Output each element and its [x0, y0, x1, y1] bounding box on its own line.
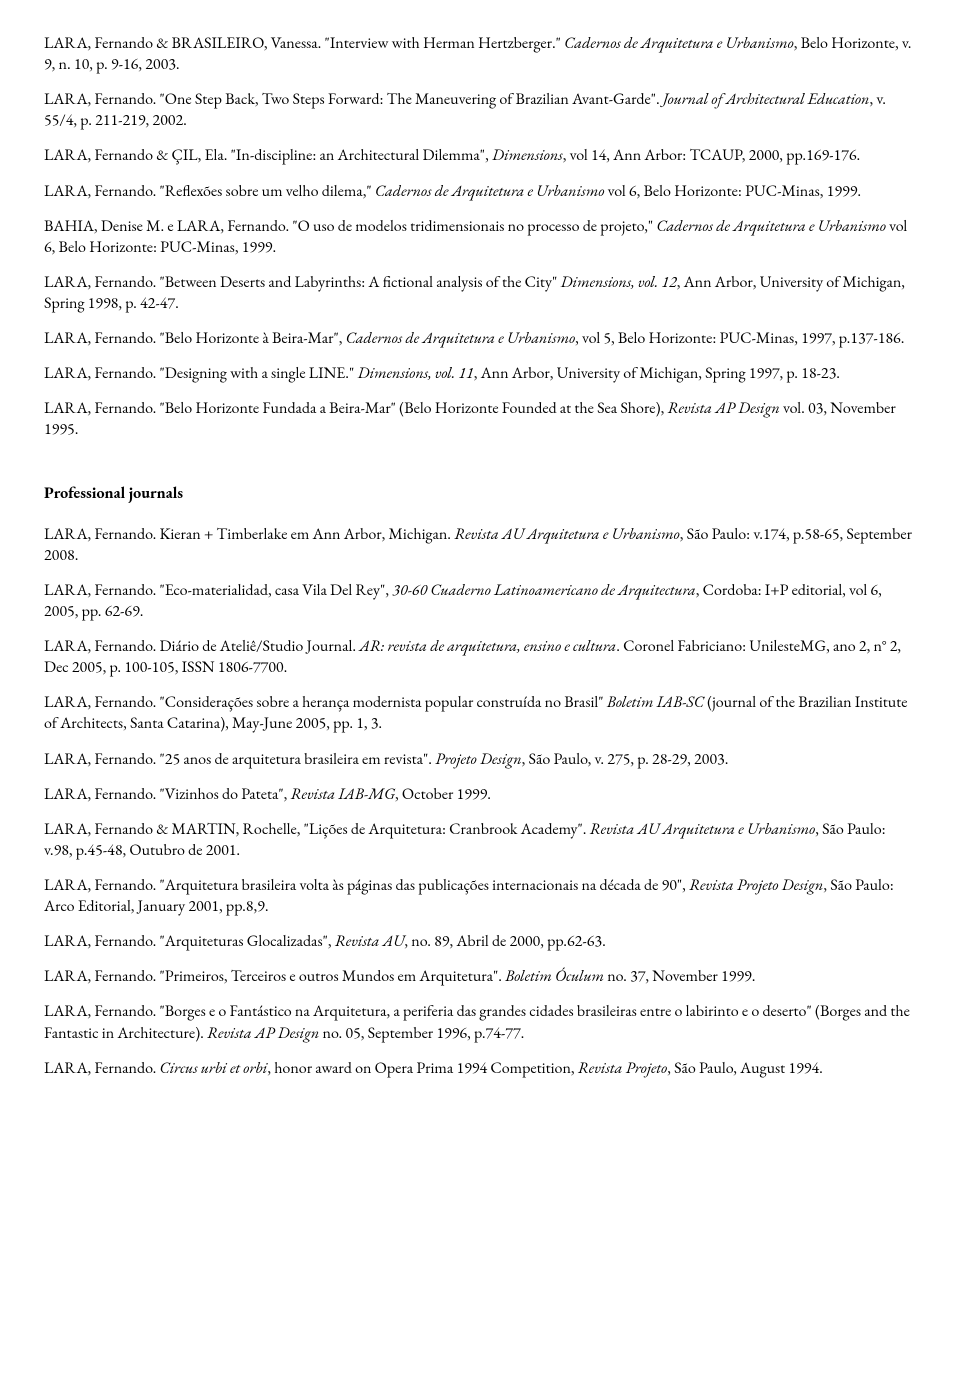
- bibliography-entry: LARA, Fernando & ÇIL, Ela. "In-disciplin…: [44, 144, 916, 165]
- bibliography-entry: LARA, Fernando. "Arquiteturas Glocalizad…: [44, 930, 916, 951]
- bibliography-entry: LARA, Fernando. "Designing with a single…: [44, 362, 916, 383]
- bibliography-entry: BAHIA, Denise M. e LARA, Fernando. "O us…: [44, 215, 916, 257]
- bibliography-entry: LARA, Fernando. "Borges e o Fantástico n…: [44, 1000, 916, 1042]
- bibliography-entry: LARA, Fernando. "One Step Back, Two Step…: [44, 88, 916, 130]
- bibliography-entry: LARA, Fernando. "Eco-materialidad, casa …: [44, 579, 916, 621]
- bibliography-entry: LARA, Fernando. "Primeiros, Terceiros e …: [44, 965, 916, 986]
- bibliography-entry: LARA, Fernando. "Vizinhos do Pateta", Re…: [44, 783, 916, 804]
- bibliography-entry: LARA, Fernando. "Belo Horizonte Fundada …: [44, 397, 916, 439]
- bibliography-entry: LARA, Fernando. "25 anos de arquitetura …: [44, 748, 916, 769]
- bibliography-entry: LARA, Fernando. Diário de Ateliê/Studio …: [44, 635, 916, 677]
- bibliography-entry: LARA, Fernando. "Arquitetura brasileira …: [44, 874, 916, 916]
- bibliography-section-1: LARA, Fernando & BRASILEIRO, Vanessa. "I…: [44, 32, 916, 440]
- bibliography-entry: LARA, Fernando. Circus urbi et orbi, hon…: [44, 1057, 916, 1078]
- bibliography-entry: LARA, Fernando. Kieran + Timberlake em A…: [44, 523, 916, 565]
- section-heading-professional-journals: Professional journals: [44, 482, 916, 503]
- bibliography-entry: LARA, Fernando & BRASILEIRO, Vanessa. "I…: [44, 32, 916, 74]
- bibliography-entry: LARA, Fernando. "Between Deserts and Lab…: [44, 271, 916, 313]
- bibliography-section-2: LARA, Fernando. Kieran + Timberlake em A…: [44, 523, 916, 1078]
- bibliography-entry: LARA, Fernando & MARTIN, Rochelle, "Liçõ…: [44, 818, 916, 860]
- bibliography-entry: LARA, Fernando. "Considerações sobre a h…: [44, 691, 916, 733]
- bibliography-entry: LARA, Fernando. "Reflexões sobre um velh…: [44, 180, 916, 201]
- bibliography-entry: LARA, Fernando. "Belo Horizonte à Beira-…: [44, 327, 916, 348]
